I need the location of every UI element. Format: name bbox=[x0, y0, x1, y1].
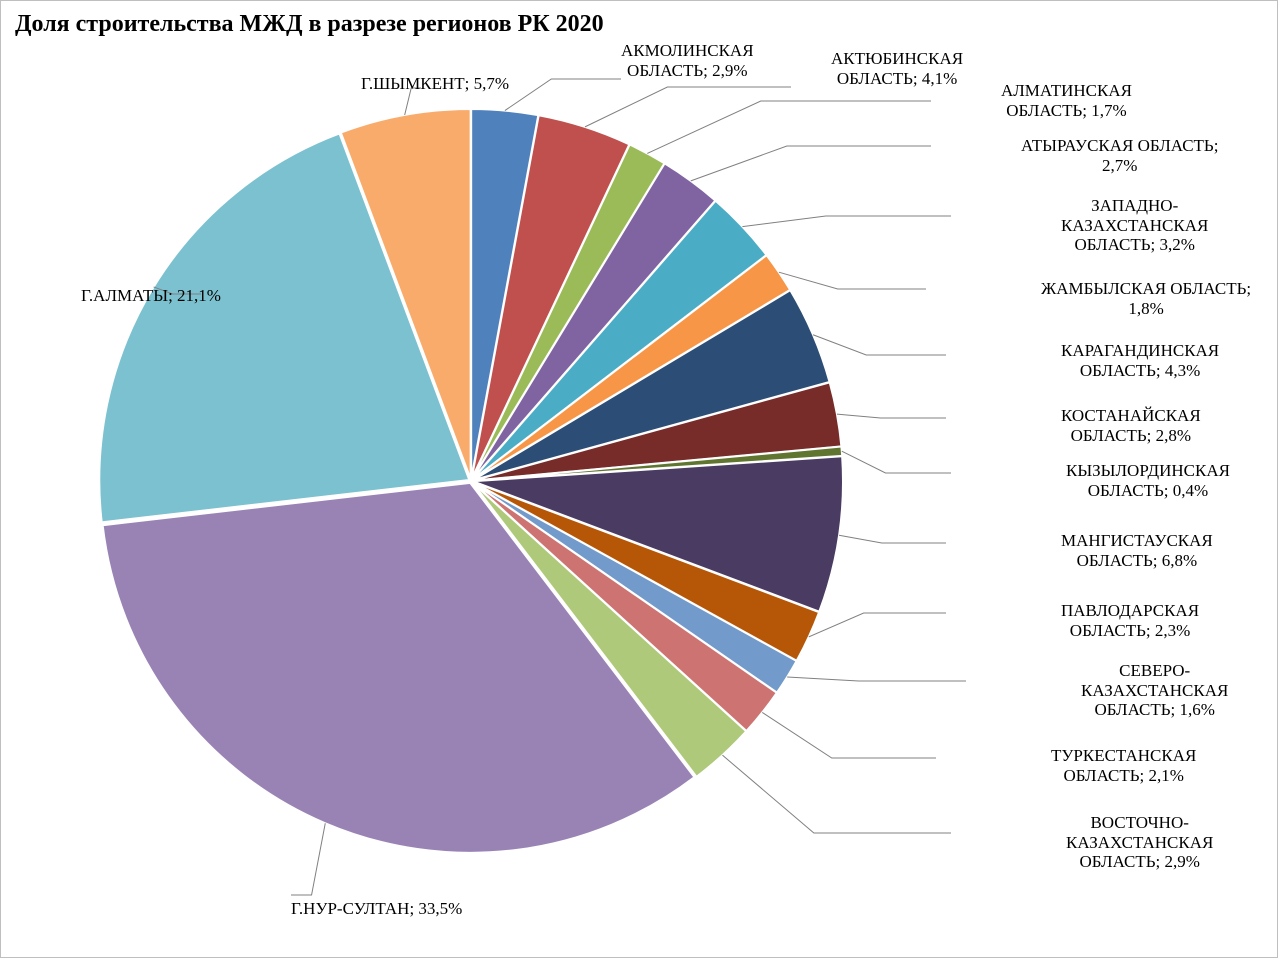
leader-line bbox=[787, 677, 966, 681]
slice-label: МАНГИСТАУСКАЯОБЛАСТЬ; 6,8% bbox=[1061, 531, 1213, 570]
slice-label: АТЫРАУСКАЯ ОБЛАСТЬ;2,7% bbox=[1021, 136, 1218, 175]
slice-label: ЗАПАДНО-КАЗАХСТАНСКАЯОБЛАСТЬ; 3,2% bbox=[1061, 196, 1208, 255]
leader-line bbox=[505, 79, 621, 111]
slice-label: СЕВЕРО-КАЗАХСТАНСКАЯОБЛАСТЬ; 1,6% bbox=[1081, 661, 1228, 720]
leader-line bbox=[291, 823, 325, 895]
leader-line bbox=[809, 613, 946, 637]
slice-label: Г.АЛМАТЫ; 21,1% bbox=[81, 286, 221, 306]
slice-label: АКТЮБИНСКАЯОБЛАСТЬ; 4,1% bbox=[831, 49, 963, 88]
leader-line bbox=[762, 712, 936, 758]
slice-label: КЫЗЫЛОРДИНСКАЯОБЛАСТЬ; 0,4% bbox=[1066, 461, 1230, 500]
slice-label: ПАВЛОДАРСКАЯОБЛАСТЬ; 2,3% bbox=[1061, 601, 1199, 640]
leader-line bbox=[585, 87, 791, 127]
leader-line bbox=[742, 216, 951, 227]
slice-label: АЛМАТИНСКАЯОБЛАСТЬ; 1,7% bbox=[1001, 81, 1132, 120]
slice-label: АКМОЛИНСКАЯОБЛАСТЬ; 2,9% bbox=[621, 41, 754, 80]
slice-label: Г.ШЫМКЕНТ; 5,7% bbox=[361, 74, 509, 94]
leader-line bbox=[837, 414, 946, 418]
leader-line bbox=[813, 335, 946, 355]
leader-line bbox=[842, 451, 951, 473]
leader-line bbox=[722, 755, 951, 833]
slice-label: КАРАГАНДИНСКАЯОБЛАСТЬ; 4,3% bbox=[1061, 341, 1219, 380]
chart-frame: Доля строительства МЖД в разрезе регионо… bbox=[0, 0, 1278, 958]
slice-label: КОСТАНАЙСКАЯОБЛАСТЬ; 2,8% bbox=[1061, 406, 1201, 445]
slice-label: Г.НУР-СУЛТАН; 33,5% bbox=[291, 899, 462, 919]
leader-line bbox=[691, 146, 931, 181]
slice-label: ЖАМБЫЛСКАЯ ОБЛАСТЬ;1,8% bbox=[1041, 279, 1251, 318]
pie-slices bbox=[99, 109, 843, 853]
leader-line bbox=[839, 535, 946, 543]
slice-label: ТУРКЕСТАНСКАЯОБЛАСТЬ; 2,1% bbox=[1051, 746, 1196, 785]
slice-label: ВОСТОЧНО-КАЗАХСТАНСКАЯОБЛАСТЬ; 2,9% bbox=[1066, 813, 1213, 872]
leader-line bbox=[779, 272, 926, 289]
